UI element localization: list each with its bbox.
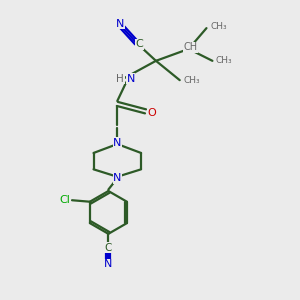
- Text: N: N: [116, 19, 124, 29]
- Text: C: C: [105, 243, 112, 253]
- Text: N: N: [113, 138, 122, 148]
- Text: CH₃: CH₃: [210, 22, 227, 31]
- Text: C: C: [136, 40, 143, 50]
- Text: O: O: [147, 108, 156, 118]
- Text: CH₃: CH₃: [183, 76, 200, 85]
- Text: N: N: [127, 74, 135, 84]
- Text: Cl: Cl: [59, 195, 70, 205]
- Text: H: H: [116, 74, 124, 84]
- Text: N: N: [113, 173, 122, 183]
- Text: CH₃: CH₃: [216, 56, 232, 65]
- Text: CH: CH: [183, 43, 197, 52]
- Text: N: N: [104, 260, 112, 269]
